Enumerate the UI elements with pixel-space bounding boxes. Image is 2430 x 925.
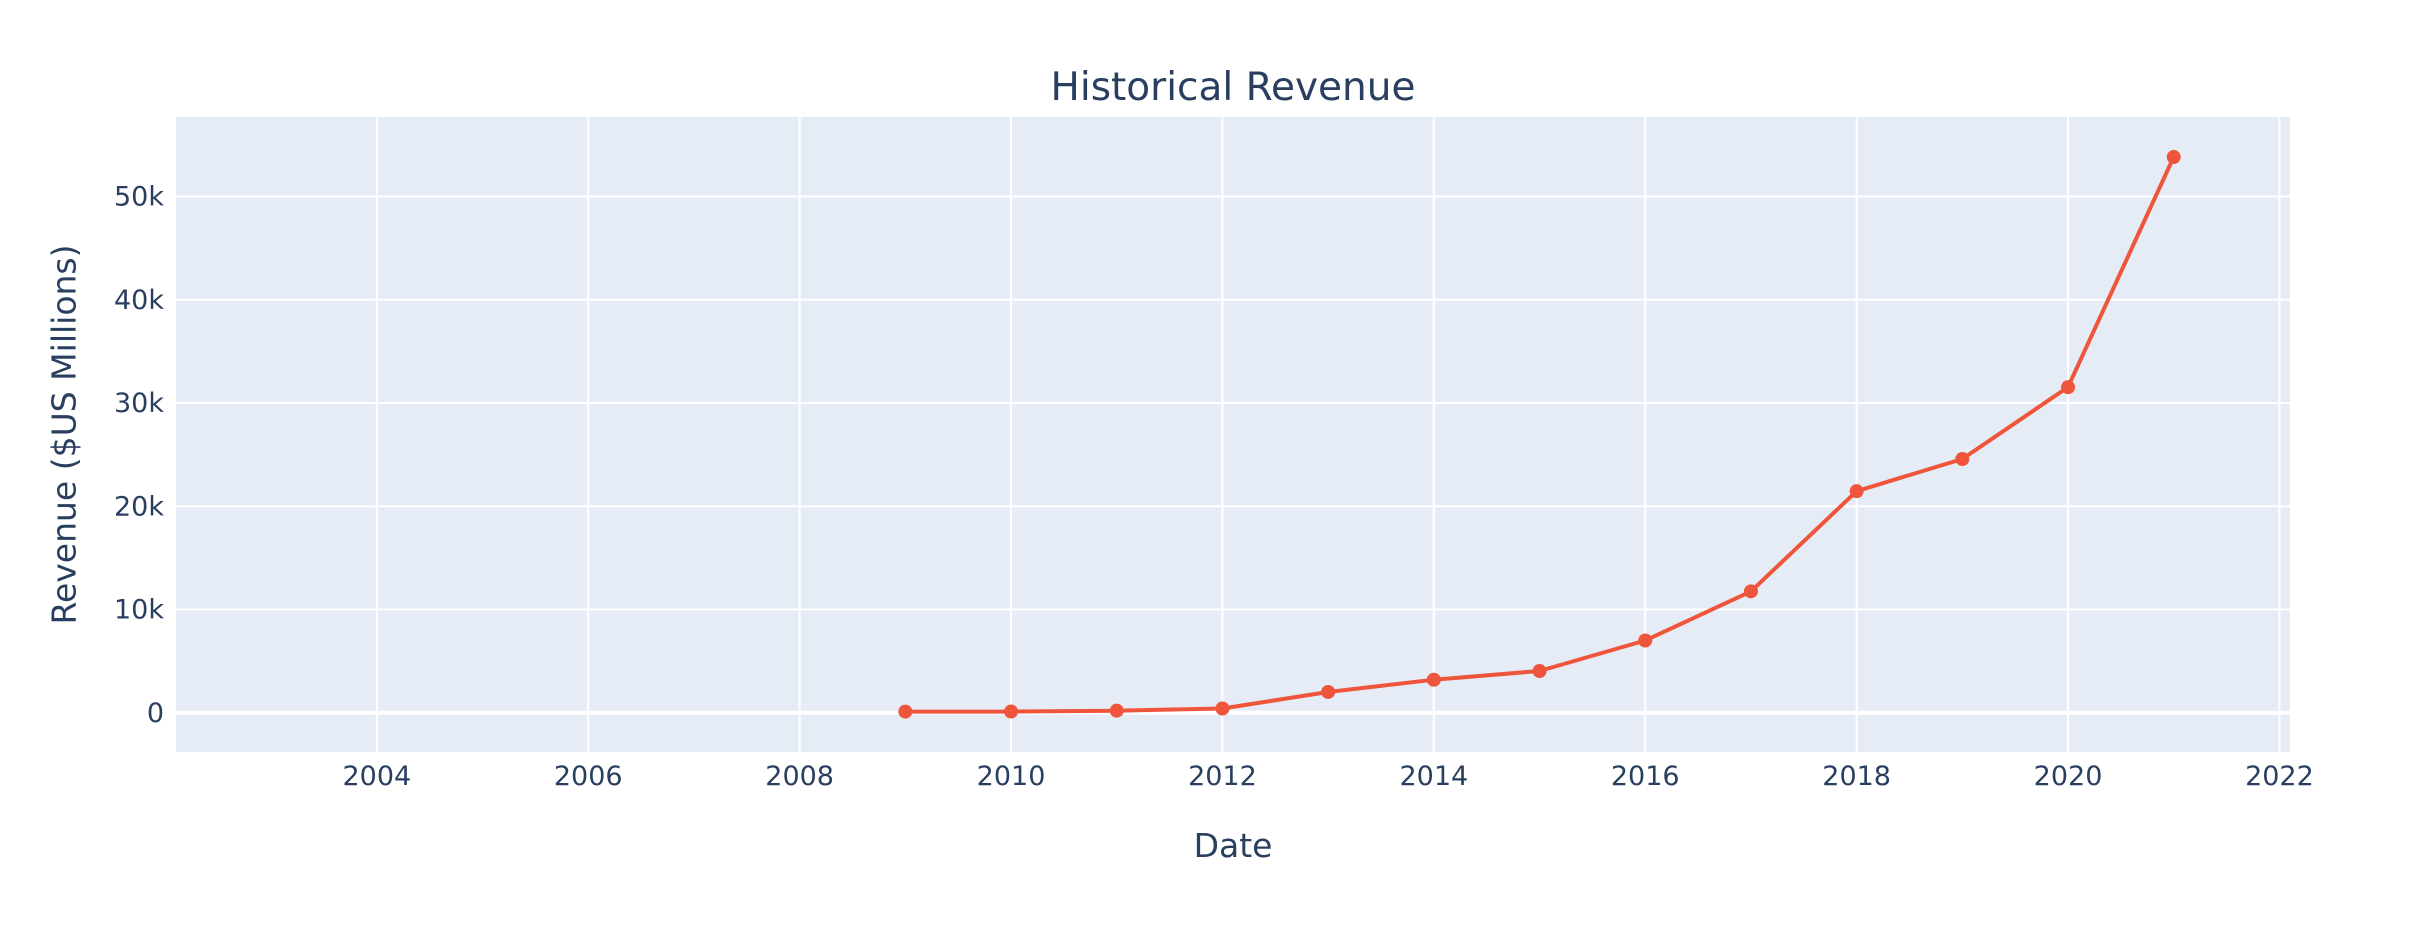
y-tick-label: 20k: [114, 491, 164, 522]
data-point: [1004, 704, 1019, 719]
y-tick-label: 30k: [114, 388, 164, 419]
x-tick-label: 2012: [1188, 761, 1257, 792]
x-tick-label: 2004: [342, 761, 411, 792]
data-point: [898, 704, 913, 719]
x-tick-label: 2016: [1611, 761, 1680, 792]
data-point: [1215, 701, 1230, 716]
x-tick-label: 2006: [554, 761, 623, 792]
y-tick-label: 40k: [114, 285, 164, 316]
y-tick-label: 0: [147, 698, 164, 729]
x-tick-label: 2008: [765, 761, 834, 792]
data-point: [1743, 584, 1758, 599]
chart-title: Historical Revenue: [1051, 65, 1416, 110]
x-tick-label: 2010: [977, 761, 1046, 792]
grid-lines: [176, 117, 2290, 752]
y-axis-title: Revenue ($US Millions): [45, 245, 84, 625]
data-point: [1426, 672, 1441, 687]
data-point: [2061, 380, 2076, 395]
plot-area: [176, 117, 2290, 752]
data-point: [1638, 633, 1653, 648]
tick-labels: 2004 2006 2008 2010 2012 2014 2016 2018 2020 2022…: [114, 182, 2314, 792]
data-point: [1532, 663, 1547, 678]
x-tick-label: 2020: [2034, 761, 2103, 792]
data-point: [1955, 451, 1970, 466]
x-tick-label: 2018: [1822, 761, 1891, 792]
y-tick-label: 50k: [114, 182, 164, 213]
x-tick-label: 2022: [2245, 761, 2314, 792]
y-tick-label: 10k: [114, 595, 164, 626]
data-point: [1109, 703, 1124, 718]
data-point: [2166, 150, 2181, 165]
data-point: [1321, 684, 1336, 699]
x-tick-label: 2014: [1399, 761, 1468, 792]
x-axis-title: Date: [1194, 826, 1273, 865]
series-layer: [898, 150, 2181, 719]
data-point: [1849, 484, 1864, 499]
